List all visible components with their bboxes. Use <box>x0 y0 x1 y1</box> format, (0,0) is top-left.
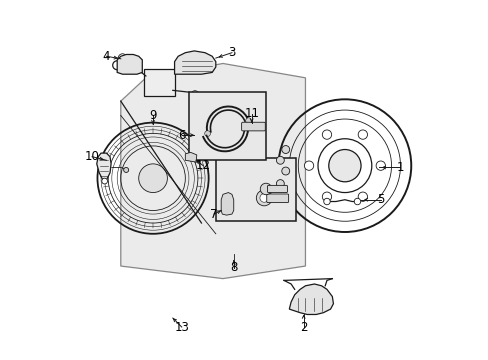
Circle shape <box>322 192 331 201</box>
Text: 8: 8 <box>229 261 237 274</box>
Text: 2: 2 <box>299 320 307 333</box>
Circle shape <box>276 156 284 164</box>
Circle shape <box>357 192 367 201</box>
Circle shape <box>139 164 167 193</box>
Polygon shape <box>121 63 305 279</box>
Polygon shape <box>221 193 233 215</box>
Circle shape <box>245 118 251 123</box>
Text: 12: 12 <box>195 159 210 172</box>
Circle shape <box>323 198 329 205</box>
Text: 3: 3 <box>228 46 235 59</box>
Text: 7: 7 <box>210 208 217 221</box>
Text: 5: 5 <box>376 193 384 206</box>
FancyBboxPatch shape <box>144 69 174 96</box>
Circle shape <box>304 161 313 170</box>
Circle shape <box>353 198 360 205</box>
Polygon shape <box>185 152 196 162</box>
FancyBboxPatch shape <box>267 185 287 193</box>
Circle shape <box>102 178 107 184</box>
Circle shape <box>260 194 268 202</box>
Circle shape <box>118 54 126 62</box>
Polygon shape <box>289 284 333 315</box>
FancyBboxPatch shape <box>266 194 288 203</box>
Circle shape <box>328 149 360 182</box>
Circle shape <box>204 131 210 136</box>
Circle shape <box>191 91 199 99</box>
Text: 10: 10 <box>84 150 100 163</box>
FancyBboxPatch shape <box>241 122 265 131</box>
Circle shape <box>322 130 331 139</box>
Text: 11: 11 <box>244 107 259 120</box>
Text: 4: 4 <box>102 50 110 63</box>
Circle shape <box>281 167 289 175</box>
Circle shape <box>357 130 367 139</box>
Polygon shape <box>117 54 142 74</box>
Polygon shape <box>97 153 111 180</box>
Circle shape <box>256 190 271 206</box>
Circle shape <box>375 161 385 170</box>
Circle shape <box>276 180 284 188</box>
Text: 6: 6 <box>178 129 185 142</box>
Circle shape <box>281 145 289 153</box>
Text: 13: 13 <box>174 320 189 333</box>
FancyBboxPatch shape <box>188 92 265 160</box>
Text: 1: 1 <box>396 161 404 174</box>
Circle shape <box>260 183 271 195</box>
Polygon shape <box>174 51 215 74</box>
Circle shape <box>123 167 128 172</box>
FancyBboxPatch shape <box>215 158 296 221</box>
Text: 9: 9 <box>149 109 157 122</box>
